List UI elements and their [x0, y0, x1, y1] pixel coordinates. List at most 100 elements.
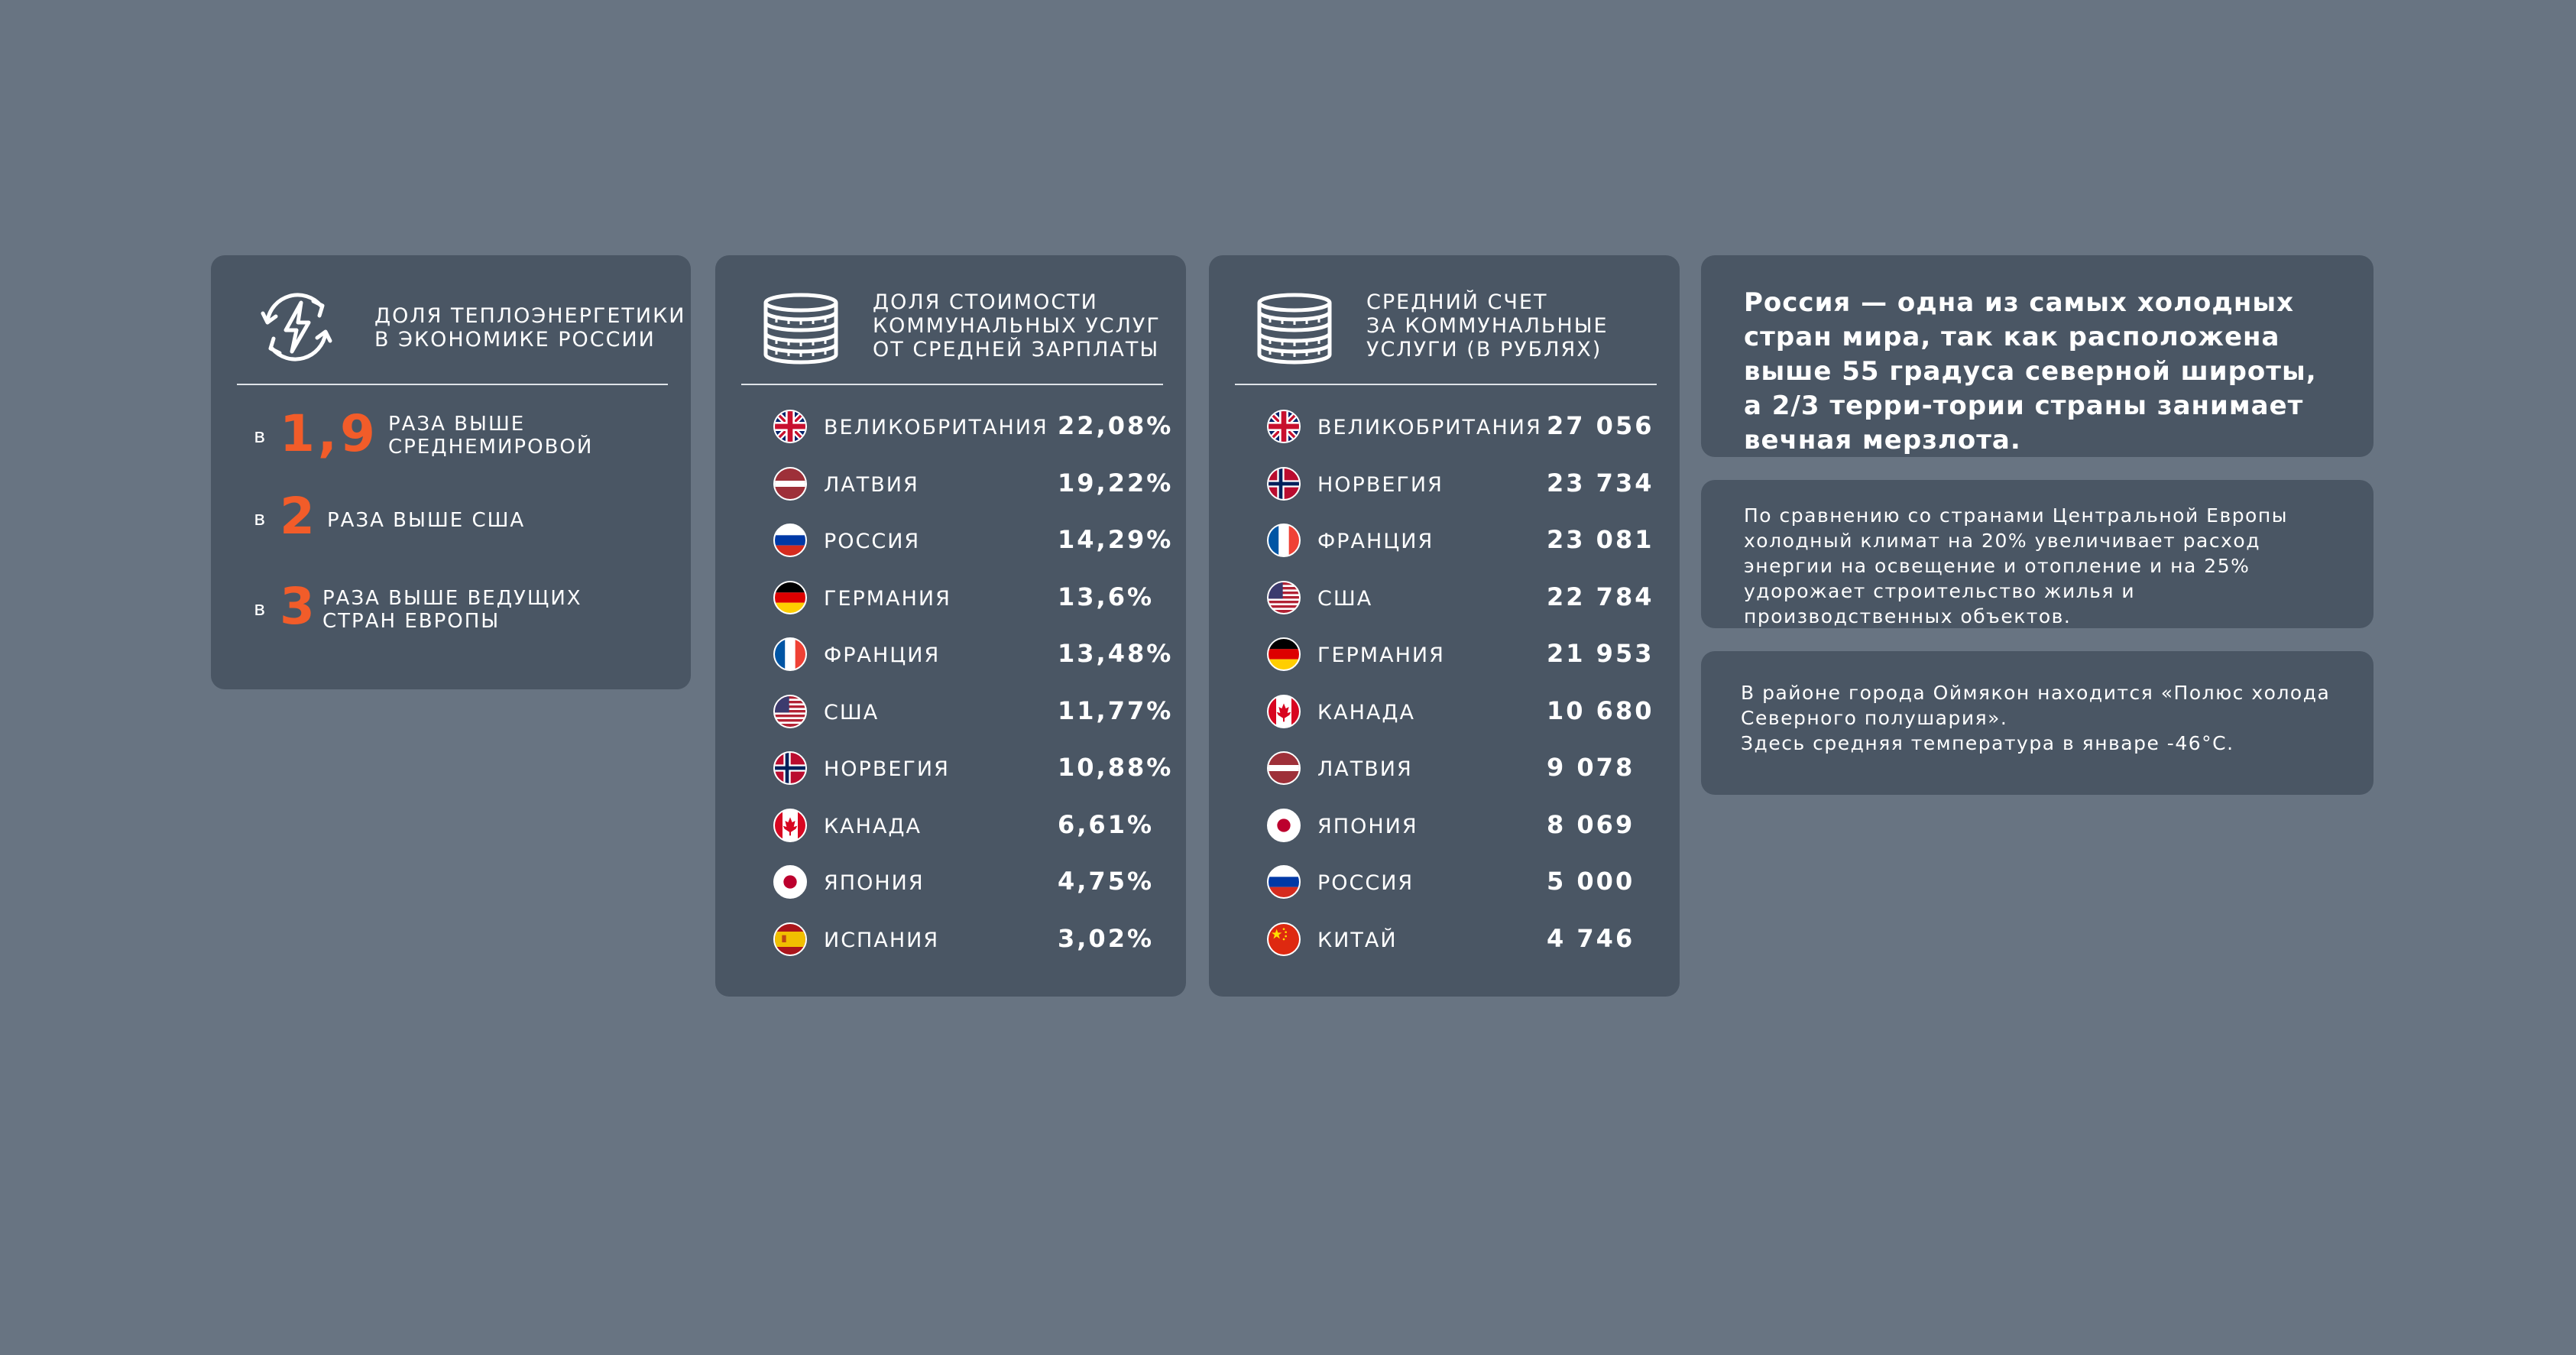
country-row: Испания 3,02% — [715, 912, 1186, 969]
country-value: 10 680 — [1547, 695, 1654, 725]
uk-flag-icon — [773, 410, 807, 443]
country-row: Канада 6,61% — [715, 798, 1186, 855]
card-title: Средний счет за коммунальные услуги (в р… — [1366, 290, 1609, 361]
country-name: Великобритания — [824, 416, 1048, 439]
energy-cycle-icon — [251, 281, 342, 373]
country-name: Норвегия — [1317, 472, 1444, 497]
country-name: США — [1317, 586, 1373, 611]
country-value: 27 056 — [1547, 411, 1654, 440]
country-row: Канада 10 680 — [1209, 684, 1680, 741]
utility-share-card: Доля стоимости коммунальных услуг от сре… — [715, 255, 1186, 997]
climate-note-card: Россия — одна из самых холодных стран ми… — [1701, 255, 2373, 457]
europe-note-text: По сравнению со странами Центральной Евр… — [1744, 504, 2288, 627]
country-value: 23 734 — [1547, 468, 1654, 498]
country-row: Россия 14,29% — [715, 513, 1186, 570]
oymyakon-note-text: В районе города Оймякон находится «Полюс… — [1741, 682, 2331, 754]
card-header: Доля стоимости коммунальных услуг от сре… — [715, 255, 1186, 385]
country-row: Франция 13,48% — [715, 627, 1186, 684]
country-value: 14,29% — [1058, 525, 1174, 554]
country-name: Испания — [824, 928, 940, 952]
country-name: Япония — [824, 871, 925, 895]
country-value: 21 953 — [1547, 639, 1654, 668]
country-value: 22 784 — [1547, 582, 1654, 611]
divider — [1235, 384, 1657, 385]
stat-number: 1,9 — [280, 404, 378, 463]
germany-flag-icon — [1267, 637, 1301, 671]
country-row: Норвегия 23 734 — [1209, 456, 1680, 514]
country-name: Россия — [1317, 871, 1414, 895]
country-row: Германия 21 953 — [1209, 627, 1680, 684]
stat-number: 2 — [280, 487, 318, 546]
country-row: Франция 23 081 — [1209, 513, 1680, 570]
stat-world: в 1,9 раза выше среднемировой — [254, 405, 666, 466]
stat-europe: в 3 раза выше ведущих стран Европы — [254, 578, 666, 639]
average-bill-card: Средний счет за коммунальные услуги (в р… — [1209, 255, 1680, 997]
divider — [741, 384, 1163, 385]
country-name: Латвия — [1317, 757, 1413, 781]
usa-flag-icon — [773, 694, 807, 728]
card-title: Доля теплоэнергетики в экономике России — [374, 304, 686, 352]
france-flag-icon — [773, 637, 807, 671]
country-value: 11,77% — [1058, 695, 1174, 725]
country-name: Китай — [1317, 928, 1398, 952]
country-value: 8 069 — [1547, 809, 1635, 839]
country-value: 10,88% — [1058, 753, 1174, 782]
country-row: Латвия 19,22% — [715, 456, 1186, 514]
country-value: 3,02% — [1058, 923, 1155, 953]
country-value: 23 081 — [1547, 525, 1654, 554]
card-header: Доля теплоэнергетики в экономике России — [211, 255, 691, 385]
europe-note-card: По сравнению со странами Центральной Евр… — [1701, 480, 2373, 628]
country-name: Франция — [824, 643, 941, 667]
norway-flag-icon — [1267, 466, 1301, 501]
country-row: Великобритания 22,08% — [715, 399, 1186, 456]
uk-flag-icon — [1267, 410, 1301, 443]
country-value: 4 746 — [1547, 923, 1635, 953]
oymyakon-note-card: В районе города Оймякон находится «Полюс… — [1701, 651, 2373, 795]
country-name: Великобритания — [1317, 416, 1542, 439]
card-header: Средний счет за коммунальные услуги (в р… — [1209, 255, 1680, 385]
country-name: Канада — [1317, 700, 1415, 725]
divider — [237, 384, 668, 385]
canada-flag-icon — [1267, 694, 1301, 728]
germany-flag-icon — [773, 580, 807, 614]
stat-text: раза выше США — [327, 509, 526, 532]
country-name: Россия — [824, 530, 921, 553]
country-list: Великобритания 22,08% Латвия 19,22% Россия 14… — [715, 399, 1186, 968]
spain-flag-icon — [773, 922, 807, 956]
latvia-flag-icon — [1267, 751, 1301, 785]
latvia-flag-icon — [773, 466, 807, 501]
russia-flag-icon — [773, 524, 807, 557]
country-value: 19,22% — [1058, 468, 1174, 498]
country-value: 22,08% — [1058, 411, 1174, 440]
stat-prefix: в — [254, 598, 267, 621]
climate-note-text: Россия — одна из самых холодных стран ми… — [1744, 287, 2317, 455]
country-value: 6,61% — [1058, 809, 1155, 839]
france-flag-icon — [1267, 524, 1301, 557]
japan-flag-icon — [773, 865, 807, 899]
stat-prefix: в — [254, 507, 267, 530]
country-value: 9 078 — [1547, 753, 1635, 782]
norway-flag-icon — [773, 751, 807, 785]
usa-flag-icon — [1267, 580, 1301, 614]
stat-usa: в 2 раза выше США — [254, 488, 666, 549]
country-row: Великобритания 27 056 — [1209, 399, 1680, 456]
russia-flag-icon — [1267, 865, 1301, 899]
coins-stack-icon — [755, 286, 847, 378]
country-value: 13,48% — [1058, 639, 1174, 668]
country-row: Япония 4,75% — [715, 854, 1186, 912]
stat-prefix: в — [254, 425, 267, 448]
country-name: Германия — [824, 586, 951, 611]
country-row: Норвегия 10,88% — [715, 741, 1186, 798]
country-name: Канада — [824, 814, 922, 838]
canada-flag-icon — [773, 808, 807, 842]
country-name: Норвегия — [824, 757, 950, 781]
china-flag-icon — [1267, 922, 1301, 956]
country-value: 5 000 — [1547, 867, 1635, 896]
country-row: Япония 8 069 — [1209, 798, 1680, 855]
country-row: Китай 4 746 — [1209, 912, 1680, 969]
japan-flag-icon — [1267, 808, 1301, 842]
country-name: Франция — [1317, 530, 1434, 553]
country-name: США — [824, 700, 880, 725]
country-row: США 11,77% — [715, 684, 1186, 741]
country-name: Латвия — [824, 472, 919, 497]
